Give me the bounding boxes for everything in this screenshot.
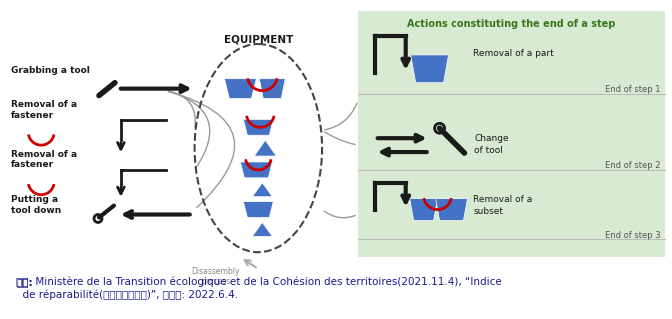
Text: Putting a: Putting a bbox=[11, 195, 58, 204]
Text: of tool: of tool bbox=[474, 145, 503, 155]
Polygon shape bbox=[241, 162, 272, 178]
Text: End of step 1: End of step 1 bbox=[605, 85, 661, 94]
Polygon shape bbox=[253, 222, 272, 236]
Text: End of step 3: End of step 3 bbox=[605, 231, 661, 240]
Polygon shape bbox=[411, 55, 448, 83]
Polygon shape bbox=[259, 79, 285, 99]
Text: 자료:: 자료: bbox=[16, 277, 33, 287]
Text: Disassembly
process: Disassembly process bbox=[192, 267, 240, 286]
Text: Removal of a: Removal of a bbox=[11, 150, 77, 159]
Polygon shape bbox=[243, 119, 274, 135]
Polygon shape bbox=[254, 140, 276, 156]
Polygon shape bbox=[435, 199, 468, 220]
Text: Change: Change bbox=[474, 134, 509, 143]
Text: fastener: fastener bbox=[11, 160, 54, 169]
Polygon shape bbox=[253, 183, 272, 197]
Text: 자료: Ministère de la Transition écologique et de la Cohésion des territoires(2021: 자료: Ministère de la Transition écologiqu… bbox=[16, 277, 502, 287]
Text: de réparabilité(수리가능성지수)”, 검색일: 2022.6.4.: de réparabilité(수리가능성지수)”, 검색일: 2022.6.4… bbox=[16, 290, 239, 300]
Text: fastener: fastener bbox=[11, 111, 54, 120]
Polygon shape bbox=[224, 79, 256, 99]
Bar bbox=[358, 11, 665, 257]
Text: End of step 2: End of step 2 bbox=[605, 161, 661, 170]
Text: Removal of a: Removal of a bbox=[11, 100, 77, 109]
Polygon shape bbox=[410, 199, 437, 220]
Text: Grabbing a tool: Grabbing a tool bbox=[11, 66, 90, 75]
Text: EQUIPMENT: EQUIPMENT bbox=[224, 34, 293, 44]
Text: tool down: tool down bbox=[11, 206, 62, 215]
Polygon shape bbox=[243, 202, 274, 218]
Text: Removal of a: Removal of a bbox=[474, 195, 533, 204]
Text: subset: subset bbox=[474, 207, 503, 216]
Text: Actions constituting the end of a step: Actions constituting the end of a step bbox=[407, 19, 616, 29]
Text: Removal of a part: Removal of a part bbox=[474, 49, 554, 58]
